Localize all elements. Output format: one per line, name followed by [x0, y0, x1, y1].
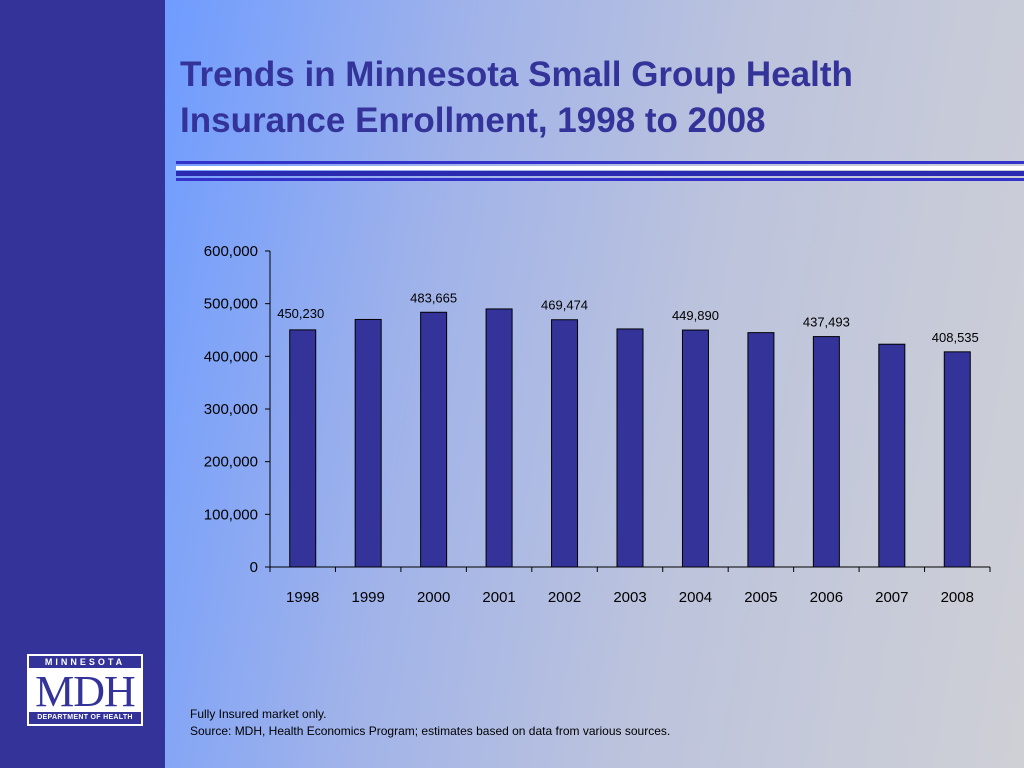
x-tick-label: 1998: [286, 589, 319, 606]
footnote-source: Source: MDH, Health Economics Program; e…: [190, 724, 671, 738]
y-tick-label: 300,000: [204, 401, 258, 418]
bar-2003: [616, 328, 644, 568]
data-label-2008: 408,535: [932, 330, 979, 345]
x-tick-label: 2005: [744, 589, 777, 606]
title-divider: [176, 161, 1024, 164]
bar-2000: [420, 311, 448, 568]
bar-2008: [943, 351, 971, 568]
x-tick-label: 2000: [417, 589, 450, 606]
title-divider: [176, 178, 1024, 181]
y-tick-label: 400,000: [204, 348, 258, 365]
bar-1998: [289, 329, 317, 568]
data-label-2000: 483,665: [410, 290, 457, 305]
data-label-2002: 469,474: [541, 298, 588, 313]
y-tick-label: 100,000: [204, 506, 258, 523]
data-label-2006: 437,493: [803, 315, 850, 330]
title-line-1: Trends in Minnesota Small Group Health: [180, 55, 853, 94]
title-line-2: Insurance Enrollment, 1998 to 2008: [180, 101, 766, 140]
bar-2006: [812, 336, 840, 568]
y-tick-label: 0: [250, 559, 258, 576]
title-divider: [176, 171, 1024, 176]
bar-2004: [681, 329, 709, 568]
data-label-2004: 449,890: [672, 308, 719, 323]
bar-2001: [485, 308, 513, 568]
footnote-market: Fully Insured market only.: [190, 707, 327, 721]
bar-1999: [354, 318, 382, 568]
logo-top-text: MINNESOTA: [29, 656, 141, 668]
x-tick-label: 2001: [482, 589, 515, 606]
x-tick-label: 2006: [810, 589, 843, 606]
y-tick-label: 500,000: [204, 296, 258, 313]
mdh-logo: MINNESOTA MDH DEPARTMENT OF HEALTH: [25, 652, 145, 728]
x-tick-label: 2004: [679, 589, 712, 606]
left-sidebar: [0, 0, 165, 768]
x-tick-label: 2008: [941, 589, 974, 606]
footnote: Fully Insured market only. Source: MDH, …: [190, 706, 670, 740]
page-title: Trends in Minnesota Small Group Health I…: [180, 52, 1000, 144]
data-label-1998: 450,230: [277, 306, 324, 321]
bar-2005: [747, 332, 775, 568]
y-tick-label: 600,000: [204, 243, 258, 260]
bar-2002: [551, 319, 579, 568]
logo-bottom-text: DEPARTMENT OF HEALTH: [29, 712, 141, 724]
title-divider: [176, 166, 1024, 170]
x-tick-label: 1999: [351, 589, 384, 606]
bar-2007: [878, 343, 906, 568]
logo-mdh-text: MDH: [35, 667, 136, 716]
y-tick-label: 200,000: [204, 454, 258, 471]
x-tick-label: 2003: [613, 589, 646, 606]
x-tick-label: 2007: [875, 589, 908, 606]
x-tick-label: 2002: [548, 589, 581, 606]
